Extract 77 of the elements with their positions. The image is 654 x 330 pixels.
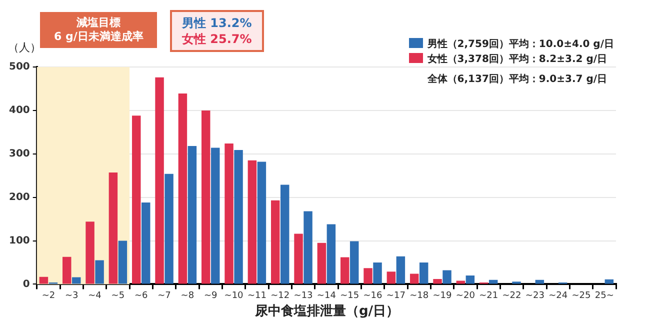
x-tick-label: ~22 xyxy=(502,290,522,301)
text: 減塩目標 6 g/日未満達成率 xyxy=(40,12,158,48)
bar xyxy=(62,256,72,284)
text: 女性 25.7% xyxy=(182,31,252,47)
bar xyxy=(224,143,234,284)
x-tick-label: ~20 xyxy=(456,290,476,301)
x-tick-label: ~5 xyxy=(111,290,125,301)
y-tick-label: 200 xyxy=(9,192,30,203)
bar xyxy=(248,160,257,284)
x-tick-label: ~23 xyxy=(525,290,544,301)
annotation: 全体（6,137回）平均：9.0±3.7 g/日 xyxy=(426,72,608,87)
x-tick-label: ~6 xyxy=(134,290,148,301)
x-tick-label: ~14 xyxy=(316,290,336,301)
bar xyxy=(210,148,220,284)
bar xyxy=(108,172,118,284)
bar xyxy=(304,211,312,284)
x-tick-label: ~4 xyxy=(88,290,102,301)
bar xyxy=(433,278,442,284)
legend-label: 女性（3,378回）平均：8.2±3.2 g/日 xyxy=(426,52,608,67)
y-tick-label: 500 xyxy=(9,62,30,73)
bar xyxy=(317,242,326,284)
x-tick-label: ~11 xyxy=(247,290,266,301)
bar xyxy=(419,262,428,284)
y-tick-label: 0 xyxy=(22,278,30,290)
x-tick-label: ~3 xyxy=(64,290,78,301)
bar xyxy=(350,241,359,284)
bar xyxy=(188,146,197,284)
bar xyxy=(234,150,243,284)
bar xyxy=(604,279,614,284)
y-tick-label: 400 xyxy=(9,105,30,116)
bar xyxy=(257,162,266,284)
bar xyxy=(201,110,210,284)
bar xyxy=(386,272,396,284)
y-tick-label: 300 xyxy=(9,148,30,160)
bar xyxy=(280,184,290,284)
bar xyxy=(141,202,150,284)
bar xyxy=(294,234,303,284)
x-tick-label: ~24 xyxy=(548,290,568,301)
x-tick-label: ~12 xyxy=(270,290,290,301)
text: 男性 13.2% xyxy=(182,15,252,31)
x-tick-label: ~7 xyxy=(158,290,171,301)
bar xyxy=(396,256,406,284)
x-tick-label: 25~ xyxy=(594,290,614,301)
x-tick-label: ~16 xyxy=(363,290,383,301)
bar xyxy=(95,260,104,284)
bar xyxy=(270,200,280,284)
x-tick-label: ~9 xyxy=(204,290,218,301)
bar xyxy=(442,270,452,284)
bar xyxy=(340,257,350,284)
x-tick-label: ~17 xyxy=(386,290,406,301)
bar xyxy=(164,174,174,284)
bar xyxy=(410,274,419,284)
bar xyxy=(86,222,94,284)
legend-label: 男性（2,759回）平均：10.0±4.0 g/日 xyxy=(426,38,614,52)
bar xyxy=(72,277,81,284)
x-tick-label: ~10 xyxy=(224,290,244,301)
x-tick-label: ~2 xyxy=(42,290,56,301)
bar xyxy=(326,224,336,284)
bar xyxy=(364,268,372,284)
bar xyxy=(466,276,475,284)
x-tick-label: ~25 xyxy=(572,290,591,301)
x-tick-label: ~13 xyxy=(294,290,313,301)
x-tick-label: ~15 xyxy=(340,290,360,301)
bar xyxy=(456,280,466,284)
x-tick-label: ~21 xyxy=(479,290,498,301)
y-axis-title: （人） xyxy=(8,40,41,55)
x-tick-label: ~18 xyxy=(410,290,429,301)
x-axis-title: 尿中食塩排泄量（g/日） xyxy=(254,303,400,320)
y-tick-label: 100 xyxy=(9,235,30,246)
bar xyxy=(118,240,128,284)
x-tick-label: ~8 xyxy=(180,290,194,301)
bar xyxy=(39,276,48,284)
bar xyxy=(132,116,141,284)
x-tick-label: ~19 xyxy=(432,290,452,301)
bar xyxy=(373,262,382,284)
bar xyxy=(155,77,164,284)
bar xyxy=(178,94,188,284)
